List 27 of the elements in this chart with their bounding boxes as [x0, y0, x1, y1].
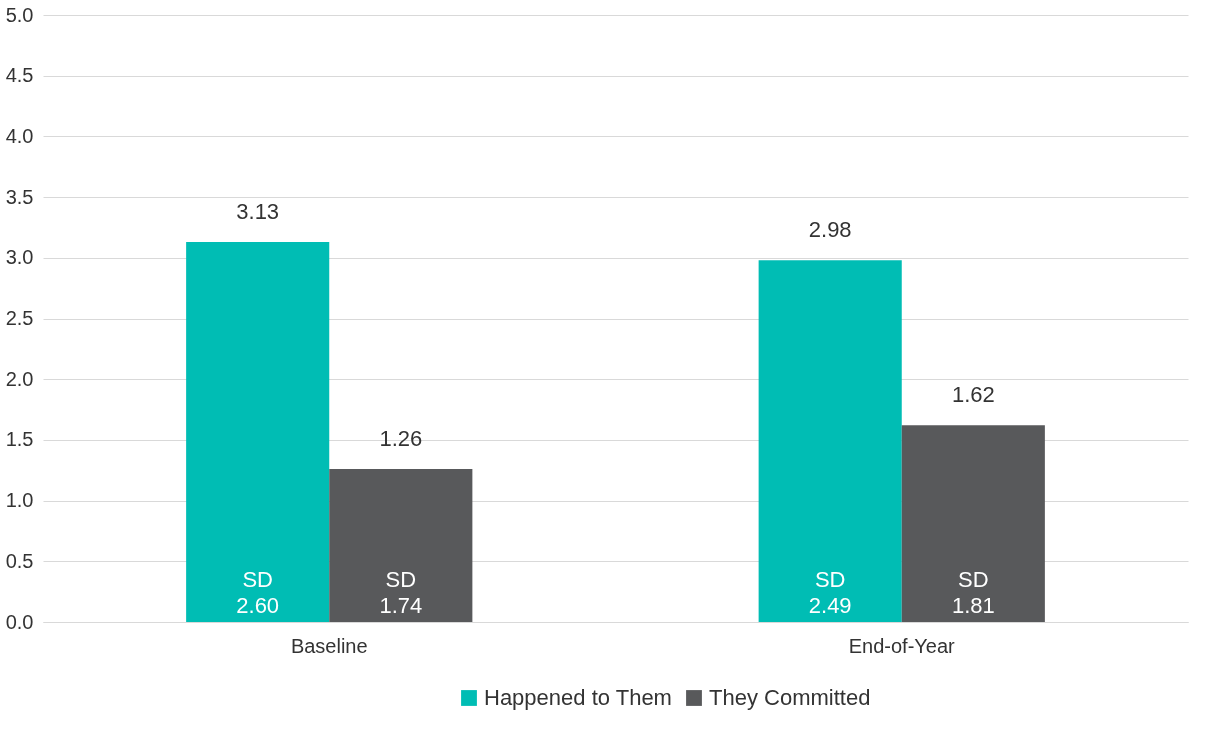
y-tick-label: 4.0 [5, 124, 34, 147]
annotation: SD 2.49 [808, 566, 852, 618]
y-tick-label: 0.0 [5, 610, 34, 633]
y-tick-label: 3.0 [5, 246, 34, 269]
data-label: 1.62 [951, 382, 995, 408]
y-tick-label: 4.5 [5, 64, 34, 87]
y-tick-label: 5.0 [5, 3, 34, 26]
bar [329, 469, 473, 622]
y-tick-label: 1.5 [5, 428, 34, 451]
y-tick-label: 0.5 [5, 549, 34, 572]
legend-label: Happened to Them [484, 685, 672, 710]
data-label: 1.26 [379, 426, 423, 452]
data-label: 2.98 [808, 217, 852, 243]
x-tick-label: End-of-Year [848, 634, 956, 657]
y-tick-label: 3.5 [5, 185, 34, 208]
y-tick-label: 1.0 [5, 489, 34, 512]
x-tick-label: Baseline [290, 634, 368, 657]
bar [186, 242, 330, 622]
bar [901, 425, 1045, 622]
legend-label: They Committed [709, 685, 871, 710]
data-label: 3.13 [236, 199, 280, 225]
bar [758, 260, 902, 622]
y-tick-label: 2.0 [5, 367, 34, 390]
y-tick-label: 2.5 [5, 307, 34, 329]
annotation: SD 1.74 [379, 566, 423, 618]
annotation: SD 1.81 [951, 566, 995, 618]
annotation: SD 2.60 [236, 566, 280, 618]
